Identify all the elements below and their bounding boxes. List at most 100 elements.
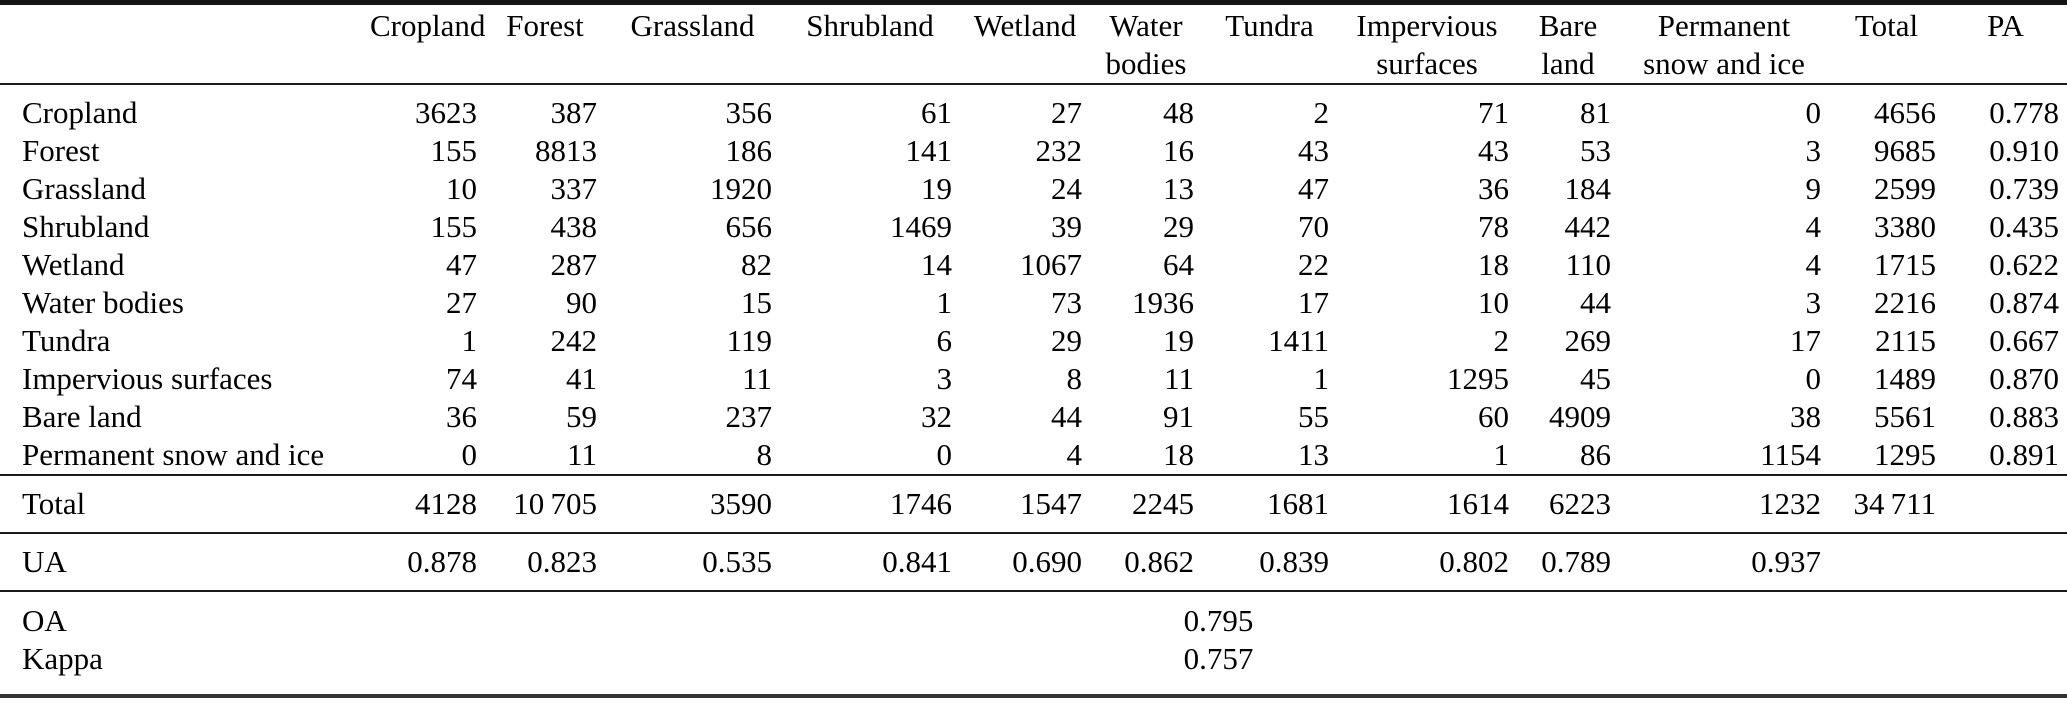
col-header-water-bodies: Water bodies bbox=[1090, 3, 1202, 85]
matrix-cell: 8 bbox=[1066, 361, 1083, 396]
matrix-cell: 18 bbox=[1163, 437, 1194, 472]
matrix-cell: 3 bbox=[936, 361, 953, 396]
matrix-cell: 119 bbox=[726, 323, 772, 358]
matrix-cell: 0 bbox=[461, 437, 478, 472]
col-header-label: Grassland bbox=[630, 8, 755, 43]
col-header-label: Water bbox=[1109, 8, 1183, 43]
col-header-label bbox=[1944, 45, 2067, 83]
corner-cell bbox=[0, 3, 370, 85]
matrix-cell: 1920 bbox=[710, 171, 772, 206]
matrix-cell: 11 bbox=[742, 361, 772, 396]
col-header-label: Impervious bbox=[1356, 8, 1498, 43]
matrix-cell: 0.802 bbox=[1439, 544, 1509, 579]
matrix-cell: 232 bbox=[1035, 133, 1083, 168]
matrix-row: Forest 155 8813 186 141 232 16 43 43 53 3 9685 0.910 bbox=[0, 132, 2067, 170]
matrix-cell: 155 bbox=[430, 133, 478, 168]
matrix-cell: 13 bbox=[1298, 437, 1329, 472]
matrix-cell: 47 bbox=[446, 247, 477, 282]
col-header-label: Permanent bbox=[1657, 8, 1791, 43]
col-header-label bbox=[1202, 45, 1337, 83]
matrix-cell: 287 bbox=[550, 247, 598, 282]
matrix-cell: 0.839 bbox=[1259, 544, 1329, 579]
matrix-row: Grassland 10 337 1920 19 24 13 47 36 184 9 2599 0.73… bbox=[0, 170, 2067, 208]
ua-section: UA 0.878 0.823 0.535 0.841 0.690 0.862 0.839 0.8… bbox=[0, 533, 2067, 591]
col-header-label: PA bbox=[1987, 8, 2024, 43]
matrix-cell: 10 705 bbox=[513, 486, 597, 521]
matrix-cell: 91 bbox=[1163, 399, 1194, 434]
matrix-cell: 0.841 bbox=[882, 544, 952, 579]
matrix-cell: 48 bbox=[1163, 95, 1194, 130]
matrix-cell: 1 bbox=[1313, 361, 1330, 396]
ua-row: UA 0.878 0.823 0.535 0.841 0.690 0.862 0.839 0.8… bbox=[0, 533, 2067, 591]
matrix-cell: 9685 bbox=[1874, 133, 1936, 168]
matrix-cell: 13 bbox=[1163, 171, 1194, 206]
oa-value: 0.795 bbox=[1183, 603, 1254, 638]
matrix-cell: 2 bbox=[1313, 95, 1330, 130]
col-header-label: surfaces bbox=[1376, 46, 1478, 81]
col-header-permanent-snow-and-ice: Permanent snow and ice bbox=[1619, 3, 1829, 85]
matrix-cell: 1469 bbox=[890, 209, 952, 244]
matrix-cell: 1295 bbox=[1874, 437, 1936, 472]
col-header-label: bodies bbox=[1105, 46, 1187, 81]
matrix-cell: 656 bbox=[725, 209, 773, 244]
matrix-cell: 3 bbox=[1805, 133, 1822, 168]
row-label: Tundra bbox=[22, 323, 111, 358]
matrix-cell: 29 bbox=[1051, 323, 1082, 358]
matrix-cell: 1614 bbox=[1447, 486, 1509, 521]
matrix-cell: 242 bbox=[550, 323, 598, 358]
matrix-cell: 6223 bbox=[1549, 486, 1611, 521]
matrix-cell: 1746 bbox=[890, 486, 952, 521]
matrix-cell: 27 bbox=[446, 285, 477, 320]
matrix-cell: 1 bbox=[1493, 437, 1510, 472]
matrix-cell: 90 bbox=[566, 285, 597, 320]
col-header-total: Total bbox=[1829, 3, 1944, 85]
matrix-cell: 82 bbox=[741, 247, 772, 282]
summary-section: OA 0.795 Kappa 0.757 bbox=[0, 591, 2067, 696]
row-label: Kappa bbox=[22, 641, 103, 676]
row-label: Wetland bbox=[22, 247, 125, 282]
col-header-label: snow and ice bbox=[1643, 46, 1805, 81]
matrix-cell: 4656 bbox=[1874, 95, 1936, 130]
matrix-cell: 0.910 bbox=[1989, 133, 2059, 168]
row-label: Forest bbox=[22, 133, 100, 168]
matrix-row: Cropland 3623 387 356 61 27 48 2 71 81 0 4656 0.778 bbox=[0, 84, 2067, 132]
matrix-cell: 43 bbox=[1298, 133, 1329, 168]
matrix-cell: 29 bbox=[1163, 209, 1194, 244]
matrix-cell: 0.435 bbox=[1989, 209, 2059, 244]
total-section: Total 4128 10 705 3590 1746 1547 2245 1681 1614 6… bbox=[0, 475, 2067, 533]
matrix-cell: 141 bbox=[905, 133, 953, 168]
matrix-cell: 0.823 bbox=[527, 544, 597, 579]
col-header-label: Wetland bbox=[973, 8, 1077, 43]
matrix-cell: 44 bbox=[1051, 399, 1082, 434]
row-label: Water bodies bbox=[22, 285, 184, 320]
matrix-cell: 0.739 bbox=[1989, 171, 2059, 206]
matrix-cell: 39 bbox=[1051, 209, 1082, 244]
matrix-cell: 17 bbox=[1790, 323, 1821, 358]
matrix-cell: 4 bbox=[1805, 247, 1822, 282]
col-header-label: Cropland bbox=[370, 8, 485, 43]
matrix-cell: 186 bbox=[725, 133, 773, 168]
row-label: Bare land bbox=[22, 399, 142, 434]
matrix-cell: 0.667 bbox=[1989, 323, 2059, 358]
matrix-cell: 70 bbox=[1298, 209, 1329, 244]
matrix-cell: 53 bbox=[1580, 133, 1611, 168]
col-header-label: Total bbox=[1854, 8, 1919, 43]
matrix-cell: 2216 bbox=[1874, 285, 1936, 320]
matrix-cell: 1489 bbox=[1874, 361, 1936, 396]
row-label: Impervious surfaces bbox=[22, 361, 273, 396]
matrix-cell: 0.937 bbox=[1751, 544, 1821, 579]
matrix-cell: 0.878 bbox=[407, 544, 477, 579]
matrix-cell: 0.622 bbox=[1989, 247, 2059, 282]
oa-row: OA 0.795 bbox=[0, 591, 2067, 640]
matrix-body: Cropland 3623 387 356 61 27 48 2 71 81 0 4656 0.778 F… bbox=[0, 84, 2067, 475]
matrix-cell: 22 bbox=[1298, 247, 1329, 282]
matrix-cell: 4128 bbox=[415, 486, 477, 521]
matrix-cell: 64 bbox=[1163, 247, 1194, 282]
col-header-label: land bbox=[1541, 46, 1595, 81]
matrix-cell: 74 bbox=[446, 361, 477, 396]
matrix-cell: 1154 bbox=[1760, 437, 1821, 472]
col-header-bare-land: Bare land bbox=[1517, 3, 1619, 85]
matrix-cell: 47 bbox=[1298, 171, 1329, 206]
matrix-cell: 55 bbox=[1298, 399, 1329, 434]
matrix-cell: 0.690 bbox=[1012, 544, 1082, 579]
